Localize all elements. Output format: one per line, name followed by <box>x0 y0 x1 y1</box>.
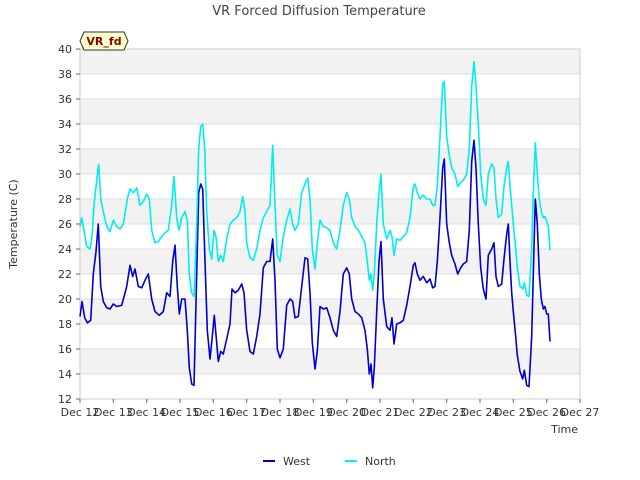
x-tick-label: Dec 17 <box>227 406 266 419</box>
plot-band <box>80 99 580 124</box>
plot-band <box>80 174 580 199</box>
plot-band <box>80 224 580 249</box>
site-tag-shape <box>79 31 129 51</box>
y-tick-label: 38 <box>58 68 72 81</box>
plot-band <box>80 74 580 99</box>
x-tick-label: Dec 26 <box>527 406 566 419</box>
y-tick-label: 16 <box>58 343 72 356</box>
x-tick-label: Dec 20 <box>327 406 366 419</box>
legend-label-west: West <box>283 455 311 468</box>
y-tick-label: 30 <box>58 168 72 181</box>
x-tick-label: Dec 14 <box>127 406 166 419</box>
legend-label-north: North <box>365 455 396 468</box>
y-tick-label: 22 <box>58 268 72 281</box>
series-layer <box>79 60 551 389</box>
y-axis-label: Temperature (C) <box>7 179 20 269</box>
y-tick-label: 20 <box>58 293 72 306</box>
x-tick-label: Dec 24 <box>461 406 500 419</box>
legend: West North <box>263 455 396 468</box>
plot-band <box>80 149 580 174</box>
plot-background-bands <box>80 49 580 399</box>
plot-band <box>80 324 580 349</box>
y-axis-ticks: 12 14 16 18 20 22 24 26 28 30 32 34 36 38 40 <box>58 43 80 406</box>
series-line-west <box>79 139 551 389</box>
plot-band <box>80 199 580 224</box>
x-tick-label: Dec 25 <box>494 406 533 419</box>
plot-band <box>80 249 580 274</box>
x-axis-label: Time <box>550 423 578 436</box>
y-tick-label: 26 <box>58 218 72 231</box>
x-tick-label: Dec 21 <box>361 406 400 419</box>
site-tag-badge: VR_fd <box>79 31 129 51</box>
x-tick-label: Dec 18 <box>261 406 300 419</box>
y-tick-label: 14 <box>58 368 72 381</box>
y-tick-label: 28 <box>58 193 72 206</box>
x-tick-label: Dec 16 <box>194 406 233 419</box>
site-tag-label: VR_fd <box>86 35 121 48</box>
plot-band <box>80 349 580 374</box>
y-tick-label: 32 <box>58 143 72 156</box>
x-tick-label: Dec 22 <box>394 406 433 419</box>
y-tick-label: 40 <box>58 43 72 56</box>
y-tick-label: 18 <box>58 318 72 331</box>
plot-band <box>80 124 580 149</box>
series-line-north <box>79 60 551 298</box>
x-tick-label: Dec 23 <box>427 406 466 419</box>
y-tick-label: 34 <box>58 118 72 131</box>
chart-title: VR Forced Diffusion Temperature <box>212 4 426 19</box>
x-tick-label: Dec 12 <box>61 406 100 419</box>
y-tick-label: 24 <box>58 243 72 256</box>
plot-band <box>80 374 580 399</box>
y-tick-label: 12 <box>58 393 72 406</box>
x-tick-label: Dec 15 <box>161 406 200 419</box>
plot-band <box>80 49 580 74</box>
x-tick-label: Dec 13 <box>94 406 133 419</box>
x-tick-label: Dec 19 <box>294 406 333 419</box>
plot-band <box>80 274 580 299</box>
x-tick-label: Dec 27 <box>561 406 600 419</box>
y-tick-label: 36 <box>58 93 72 106</box>
